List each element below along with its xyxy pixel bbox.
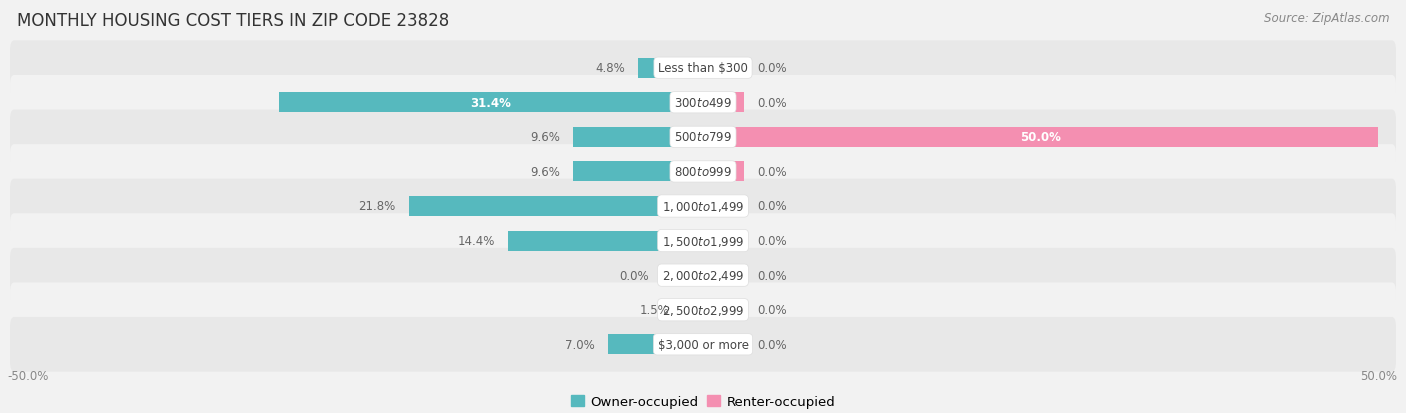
FancyBboxPatch shape [10,41,1396,96]
Text: 0.0%: 0.0% [756,166,787,178]
Bar [574,128,703,147]
Text: MONTHLY HOUSING COST TIERS IN ZIP CODE 23828: MONTHLY HOUSING COST TIERS IN ZIP CODE 2… [17,12,449,30]
Text: 31.4%: 31.4% [471,97,512,109]
Text: 0.0%: 0.0% [756,304,787,316]
Text: $3,000 or more: $3,000 or more [658,338,748,351]
FancyBboxPatch shape [10,248,1396,303]
Text: 50.0%: 50.0% [1021,131,1062,144]
Text: 9.6%: 9.6% [530,166,560,178]
Bar [703,197,744,216]
Text: 21.8%: 21.8% [357,200,395,213]
Text: $800 to $999: $800 to $999 [673,166,733,178]
Bar [703,128,1378,147]
FancyBboxPatch shape [10,110,1396,165]
Text: 0.0%: 0.0% [756,97,787,109]
FancyBboxPatch shape [10,145,1396,199]
Bar [609,335,703,354]
Bar [703,93,744,113]
Text: 0.0%: 0.0% [619,269,650,282]
Text: 0.0%: 0.0% [756,62,787,75]
Text: 4.8%: 4.8% [595,62,624,75]
Bar [409,197,703,216]
FancyBboxPatch shape [10,76,1396,130]
Bar [683,300,703,320]
FancyBboxPatch shape [10,283,1396,337]
Bar [574,162,703,182]
Bar [703,335,744,354]
Bar [703,231,744,251]
Legend: Owner-occupied, Renter-occupied: Owner-occupied, Renter-occupied [565,390,841,413]
Text: 0.0%: 0.0% [756,269,787,282]
Bar [638,59,703,78]
Text: $500 to $799: $500 to $799 [673,131,733,144]
Bar [703,59,744,78]
Bar [278,93,703,113]
Bar [509,231,703,251]
Text: 0.0%: 0.0% [756,235,787,247]
Text: Source: ZipAtlas.com: Source: ZipAtlas.com [1264,12,1389,25]
Text: $1,500 to $1,999: $1,500 to $1,999 [662,234,744,248]
Bar [703,266,744,285]
Text: 0.0%: 0.0% [756,200,787,213]
FancyBboxPatch shape [10,214,1396,268]
Text: $2,000 to $2,499: $2,000 to $2,499 [662,268,744,282]
Text: $300 to $499: $300 to $499 [673,97,733,109]
FancyBboxPatch shape [10,317,1396,372]
Bar [703,162,744,182]
Bar [703,300,744,320]
Text: 0.0%: 0.0% [756,338,787,351]
Text: 14.4%: 14.4% [457,235,495,247]
Text: $2,500 to $2,999: $2,500 to $2,999 [662,303,744,317]
FancyBboxPatch shape [10,179,1396,234]
Text: Less than $300: Less than $300 [658,62,748,75]
Bar [662,266,703,285]
Text: 9.6%: 9.6% [530,131,560,144]
Text: 1.5%: 1.5% [640,304,669,316]
Text: $1,000 to $1,499: $1,000 to $1,499 [662,199,744,214]
Text: 7.0%: 7.0% [565,338,595,351]
